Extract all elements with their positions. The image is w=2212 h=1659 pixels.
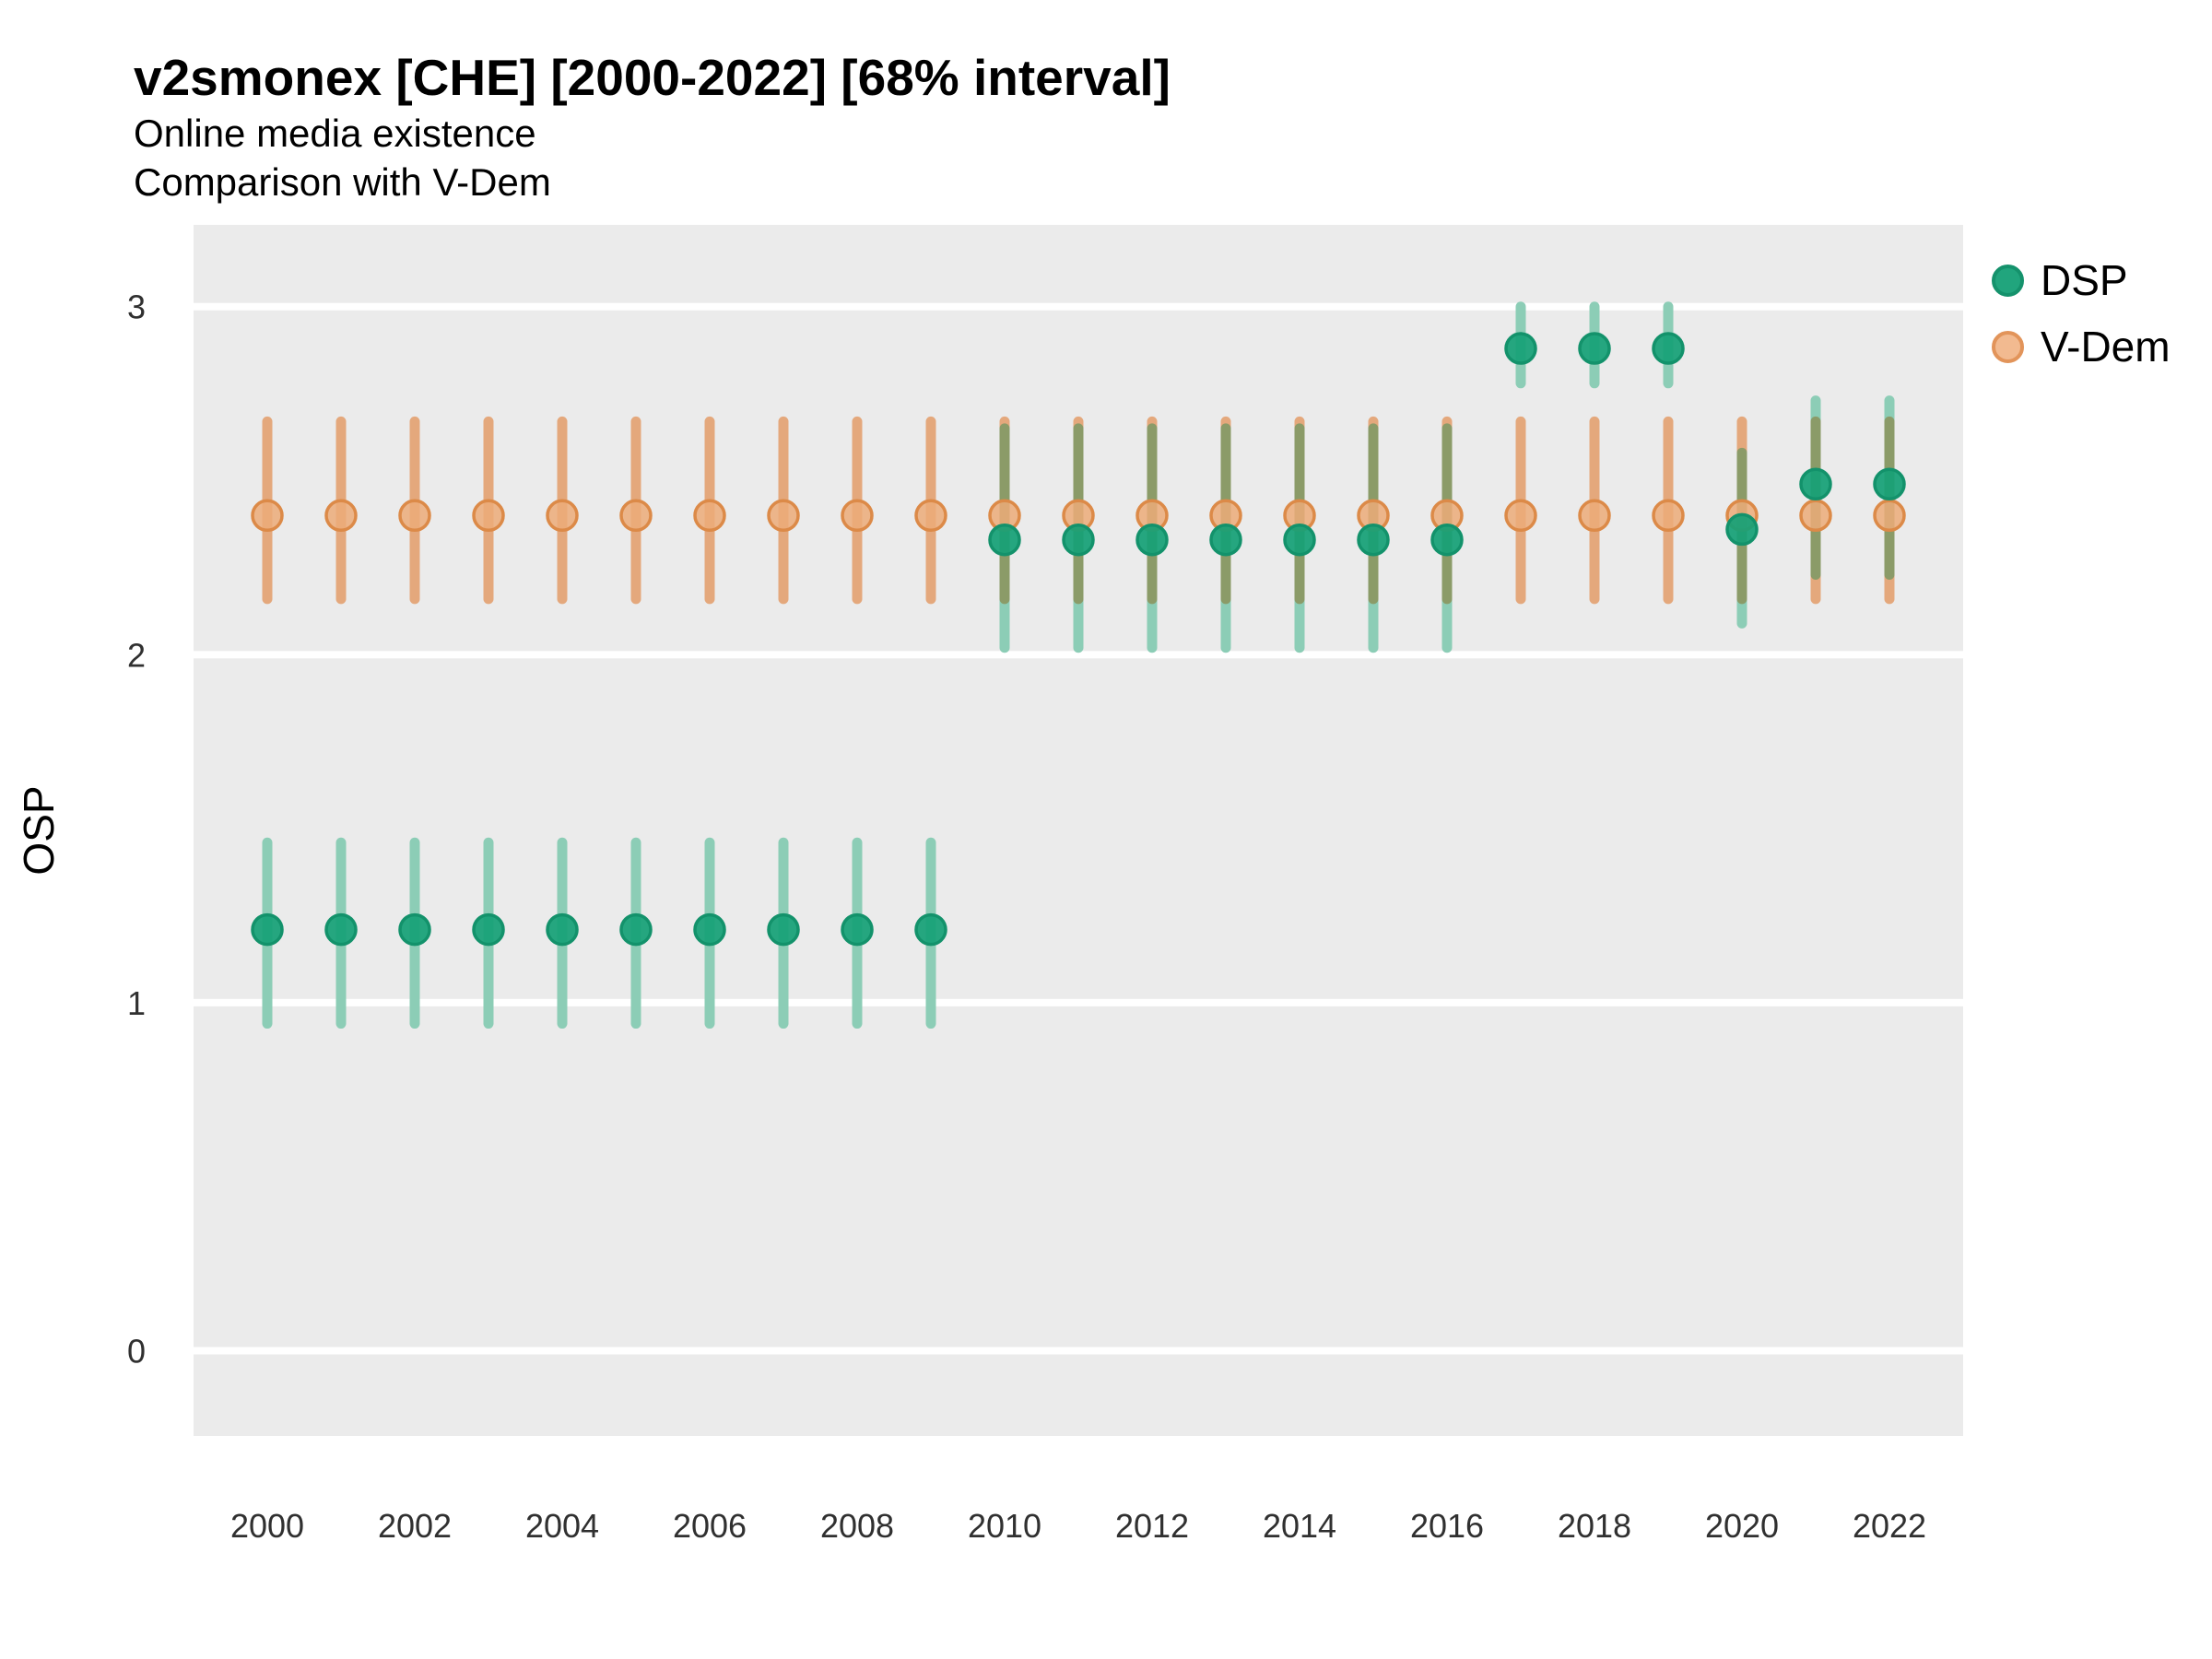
point-vdem-2021 — [1799, 499, 1832, 533]
point-dsp-2007 — [767, 912, 800, 947]
x-tick-label-2004: 2004 — [525, 1507, 599, 1545]
point-dsp-2015 — [1357, 523, 1390, 557]
y-axis-title: OSP — [15, 785, 63, 875]
point-dsp-2019 — [1652, 332, 1685, 365]
legend-label-dsp: DSP — [2041, 256, 2128, 304]
point-vdem-2003 — [472, 499, 505, 533]
point-vdem-2009 — [914, 499, 947, 533]
y-tick-label-1: 1 — [127, 984, 146, 1022]
chart-title: v2smonex [CHE] [2000-2022] [68% interval… — [134, 49, 1171, 106]
point-dsp-2020 — [1725, 512, 1759, 547]
point-dsp-2016 — [1430, 523, 1464, 557]
point-vdem-2001 — [324, 499, 358, 533]
point-dsp-2014 — [1283, 523, 1316, 557]
chart-subtitle-line2: Comparison with V-Dem — [134, 160, 551, 204]
x-tick-label-2008: 2008 — [820, 1507, 894, 1545]
point-dsp-2005 — [619, 912, 653, 947]
x-tick-label-2000: 2000 — [230, 1507, 304, 1545]
x-tick-label-2016: 2016 — [1410, 1507, 1484, 1545]
dsp-legend-marker-icon — [1992, 264, 2024, 297]
legend-label-vdem: V-Dem — [2041, 323, 2171, 371]
point-dsp-2013 — [1209, 523, 1242, 557]
x-tick-label-2018: 2018 — [1558, 1507, 1631, 1545]
point-dsp-2017 — [1504, 332, 1537, 365]
legend-item-vdem: V-Dem — [1992, 325, 2171, 368]
point-dsp-2010 — [988, 523, 1021, 557]
legend: DSP V-Dem — [1992, 259, 2171, 392]
point-vdem-2000 — [251, 499, 284, 533]
x-tick-label-2012: 2012 — [1115, 1507, 1189, 1545]
y-tick-label-3: 3 — [127, 288, 146, 326]
vdem-legend-marker-icon — [1992, 330, 2024, 363]
point-dsp-2001 — [324, 912, 358, 947]
point-dsp-2002 — [398, 912, 431, 947]
point-dsp-2000 — [251, 912, 284, 947]
x-tick-label-2014: 2014 — [1263, 1507, 1336, 1545]
point-vdem-2007 — [767, 499, 800, 533]
y-tick-label-2: 2 — [127, 636, 146, 674]
x-tick-label-2020: 2020 — [1705, 1507, 1779, 1545]
chart-subtitle-line1: Online media existence — [134, 112, 536, 155]
point-dsp-2021 — [1799, 467, 1832, 501]
x-tick-label-2006: 2006 — [673, 1507, 747, 1545]
point-vdem-2017 — [1504, 499, 1537, 533]
point-dsp-2022 — [1873, 467, 1906, 501]
point-dsp-2009 — [914, 912, 947, 947]
x-tick-label-2010: 2010 — [968, 1507, 1041, 1545]
point-vdem-2005 — [619, 499, 653, 533]
point-dsp-2003 — [472, 912, 505, 947]
point-dsp-2008 — [841, 912, 874, 947]
point-dsp-2011 — [1062, 523, 1095, 557]
point-dsp-2004 — [546, 912, 579, 947]
point-dsp-2006 — [693, 912, 726, 947]
point-vdem-2019 — [1652, 499, 1685, 533]
point-dsp-2018 — [1578, 332, 1611, 365]
plot-panel — [194, 225, 1963, 1436]
x-tick-label-2002: 2002 — [378, 1507, 452, 1545]
point-vdem-2018 — [1578, 499, 1611, 533]
point-vdem-2022 — [1873, 499, 1906, 533]
point-vdem-2002 — [398, 499, 431, 533]
point-vdem-2006 — [693, 499, 726, 533]
x-tick-label-2022: 2022 — [1853, 1507, 1926, 1545]
y-tick-label-0: 0 — [127, 1332, 146, 1370]
point-vdem-2004 — [546, 499, 579, 533]
point-vdem-2008 — [841, 499, 874, 533]
legend-item-dsp: DSP — [1992, 259, 2171, 301]
point-dsp-2012 — [1135, 523, 1169, 557]
